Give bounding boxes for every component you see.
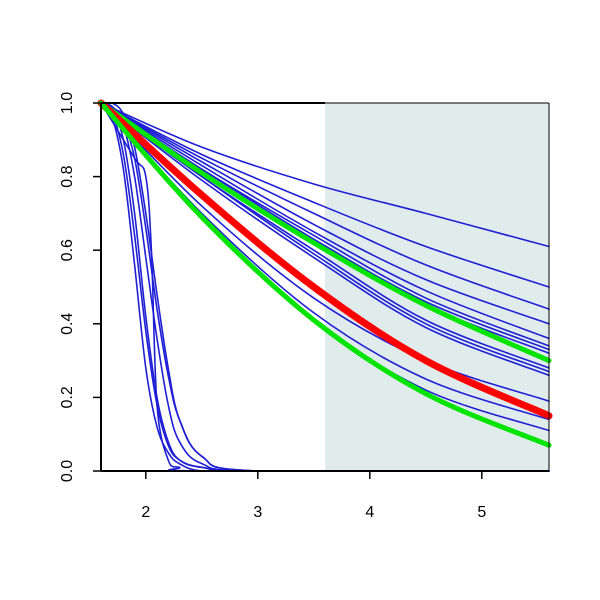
x-tick-label: 5 [477, 504, 486, 521]
y-tick-label: 1.0 [59, 92, 76, 114]
series-line-blue-5 [100, 102, 550, 340]
y-tick-label: 0.8 [59, 165, 76, 187]
series-line-blue-3 [100, 102, 550, 310]
y-tick-label: 0.2 [59, 386, 76, 408]
series-line-green-24 [98, 100, 552, 448]
x-tick-label: 2 [141, 504, 150, 521]
series-line-red-23 [97, 99, 553, 420]
y-tick-label: 0.4 [59, 313, 76, 335]
x-ticks-group: 2 3 4 5 [141, 471, 486, 521]
series-line-blue-2 [100, 102, 550, 288]
series-line-blue-12 [100, 102, 550, 402]
series-line-blue-1 [100, 102, 550, 248]
y-ticks-group: 0.0 0.2 0.4 0.6 0.8 1.0 [59, 92, 101, 482]
series-line-blue-4 [100, 102, 550, 325]
x-tick-label: 4 [365, 504, 374, 521]
y-tick-label: 0.6 [59, 239, 76, 261]
series-line-green-22 [98, 100, 552, 364]
x-tick-label: 3 [253, 504, 262, 521]
series-line-blue-11 [100, 102, 550, 377]
y-tick-label: 0.0 [59, 460, 76, 482]
